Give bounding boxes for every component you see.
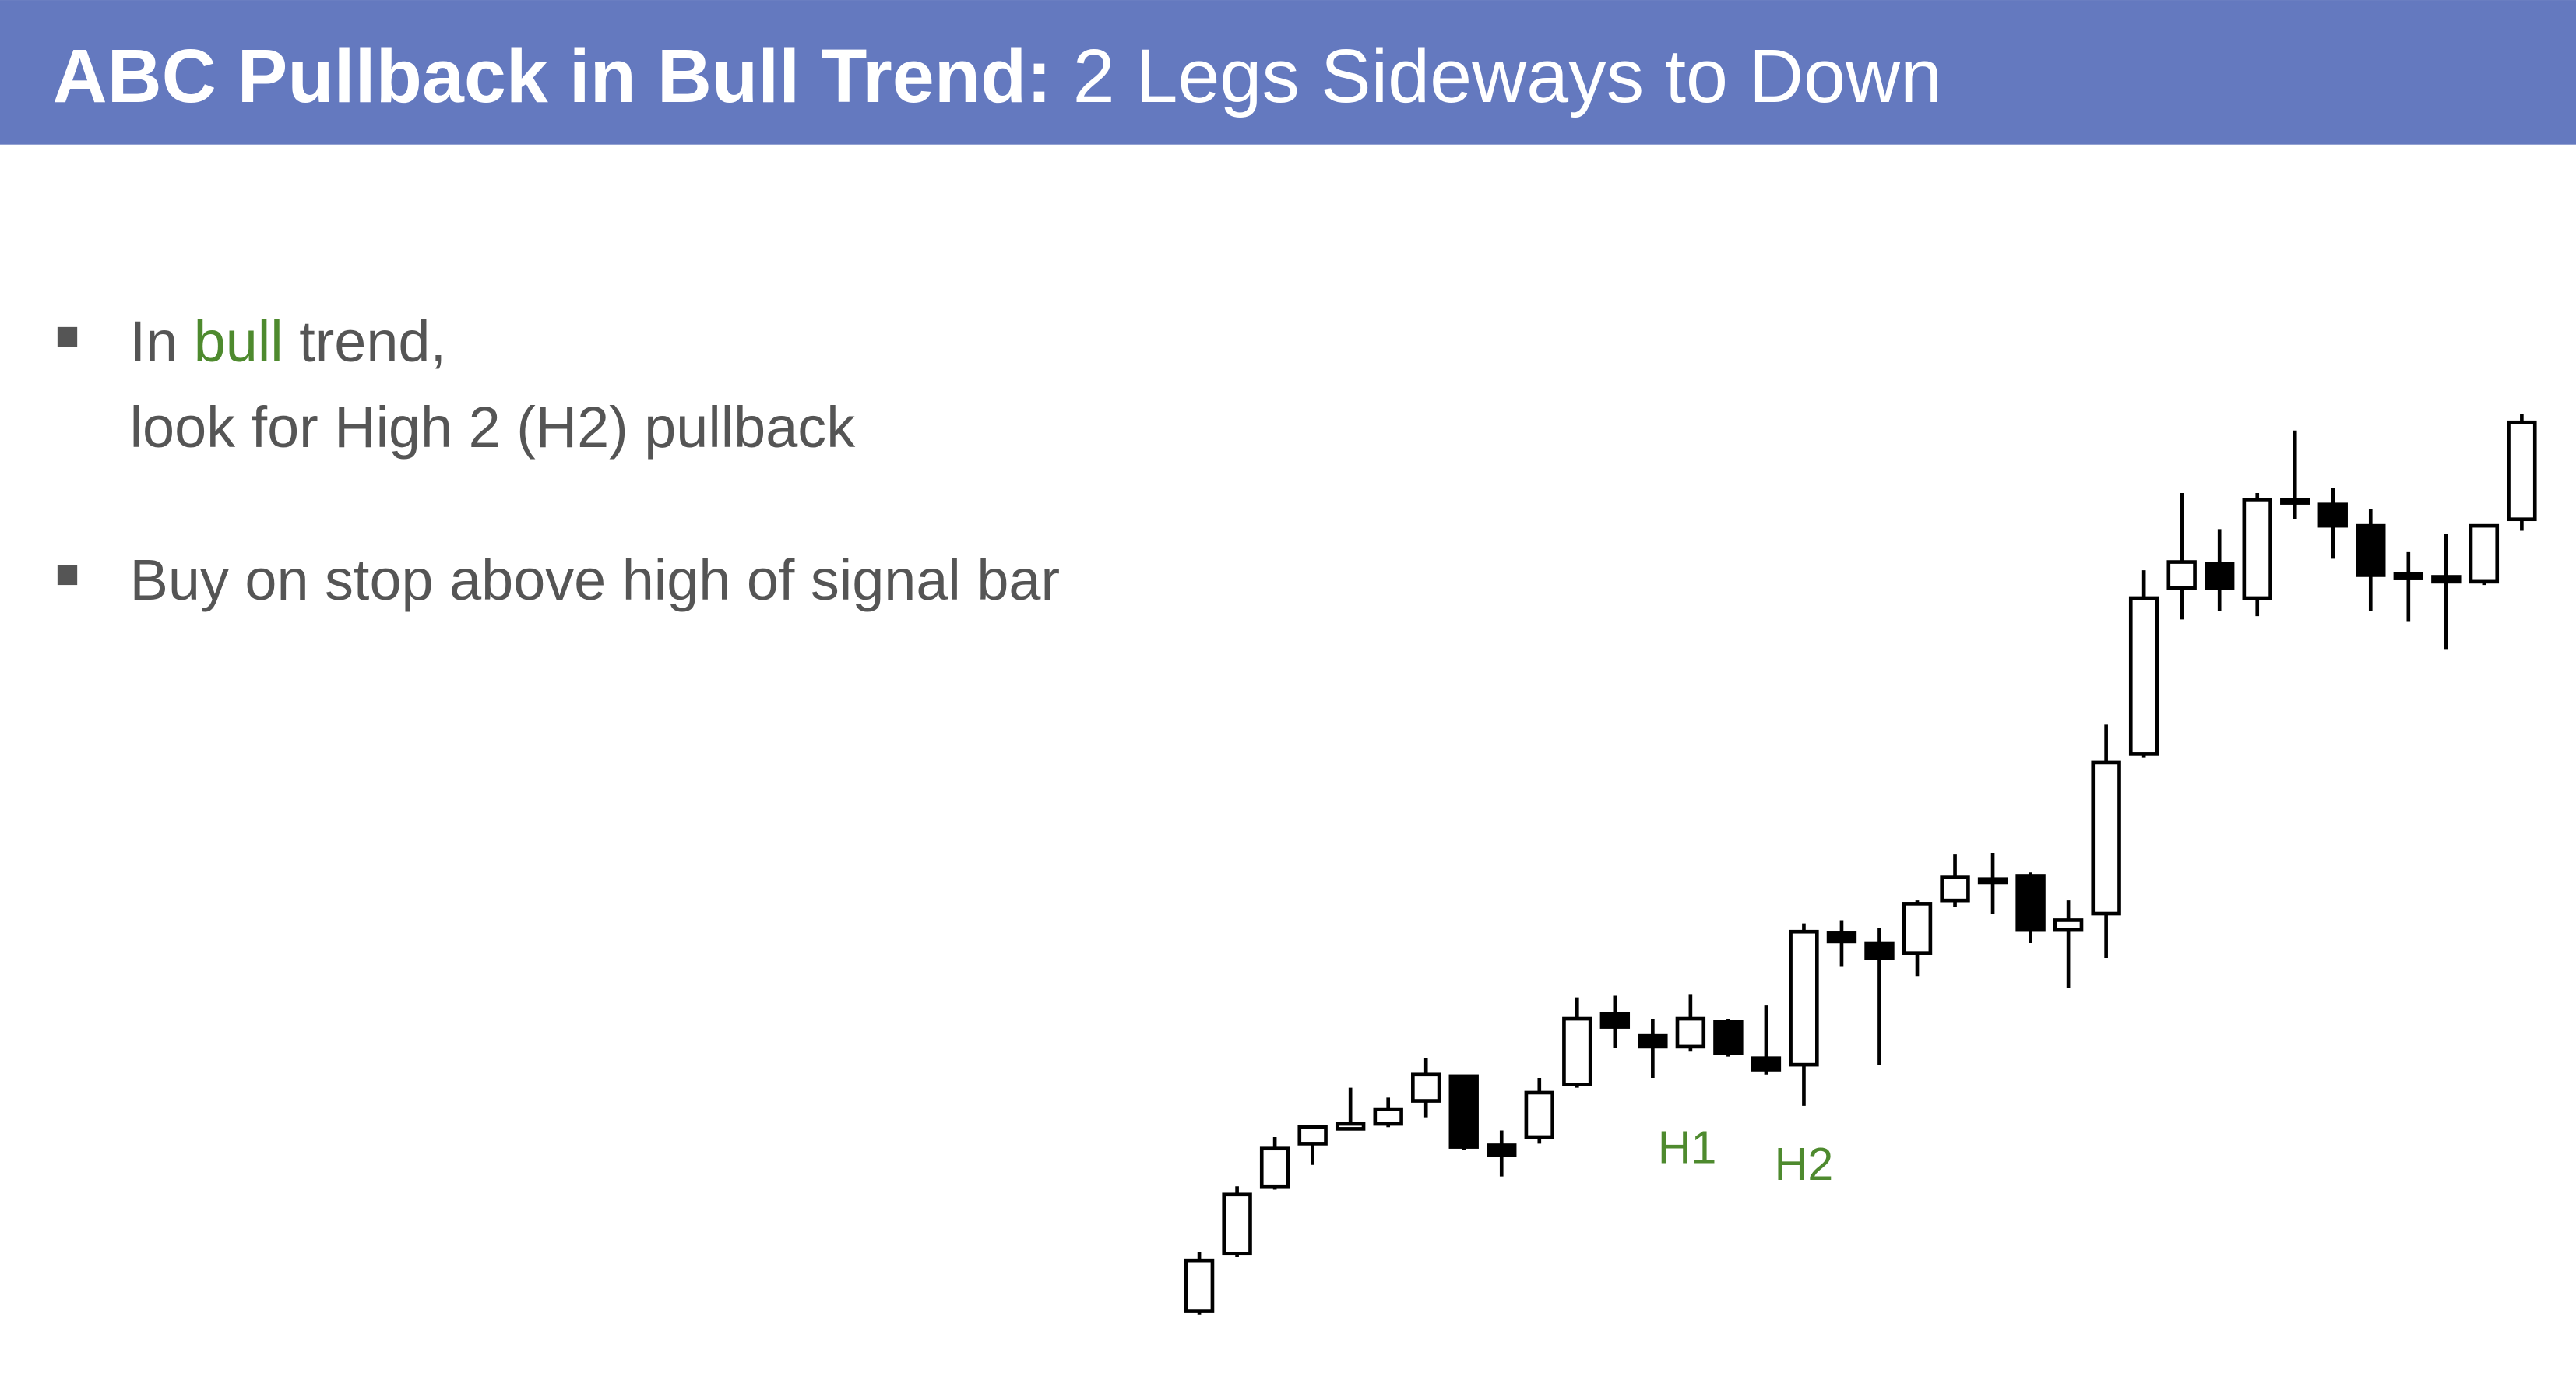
candle [2204,562,2235,590]
candle [1751,1056,1782,1072]
candle [2317,502,2348,528]
candle [2507,420,2537,522]
candle [1487,1143,1517,1157]
wicks [1197,414,2524,1315]
candle [2393,572,2424,580]
title-bar [0,0,2576,145]
candle [1826,932,1857,944]
candle [2356,523,2386,577]
candle [2053,918,2084,932]
candle [1675,1016,1706,1049]
candle [2091,760,2121,916]
h1-label: H1 [1658,1122,1717,1174]
candle [1902,902,1933,955]
bullet-marker [57,326,78,347]
candle [1864,941,1895,960]
candle [1411,1072,1441,1103]
candle [1448,1074,1479,1149]
candle [1599,1012,1631,1029]
candle [1184,1258,1215,1313]
candle [1335,1122,1366,1131]
text: trend, [299,309,446,374]
candle [2242,498,2272,600]
candle [2431,575,2462,584]
candle [1638,1033,1668,1049]
text: In [130,309,178,374]
highlight: bull [194,309,283,374]
candle [2469,523,2500,584]
candle [1524,1090,1554,1139]
candle [2280,498,2310,505]
bullet-marker [57,565,78,586]
bullet-line: In bull trend, [130,309,446,374]
candle [1713,1020,1744,1055]
candle [2166,560,2197,590]
candle [1373,1107,1403,1126]
candle [1259,1146,1290,1189]
candle [1977,877,2008,885]
h2-label: H2 [1775,1139,1834,1190]
candle [1789,929,1819,1067]
candle [2015,874,2046,932]
candle [1297,1125,1328,1146]
title-rest: 2 Legs Sideways to Down [1073,33,1942,118]
title-bold: ABC Pullback in Bull Trend: [53,33,1052,118]
slide-title: ABC Pullback in Bull Trend: 2 Legs Sidew… [53,33,1943,118]
candle [1222,1192,1252,1256]
candle [1940,875,1970,903]
bullet-line: look for High 2 (H2) pullback [130,395,857,460]
candle [1562,1016,1592,1086]
candle [2128,596,2159,756]
bullet-line: Buy on stop above high of signal bar [130,548,1060,612]
candlestick-illustration [1184,414,2537,1315]
